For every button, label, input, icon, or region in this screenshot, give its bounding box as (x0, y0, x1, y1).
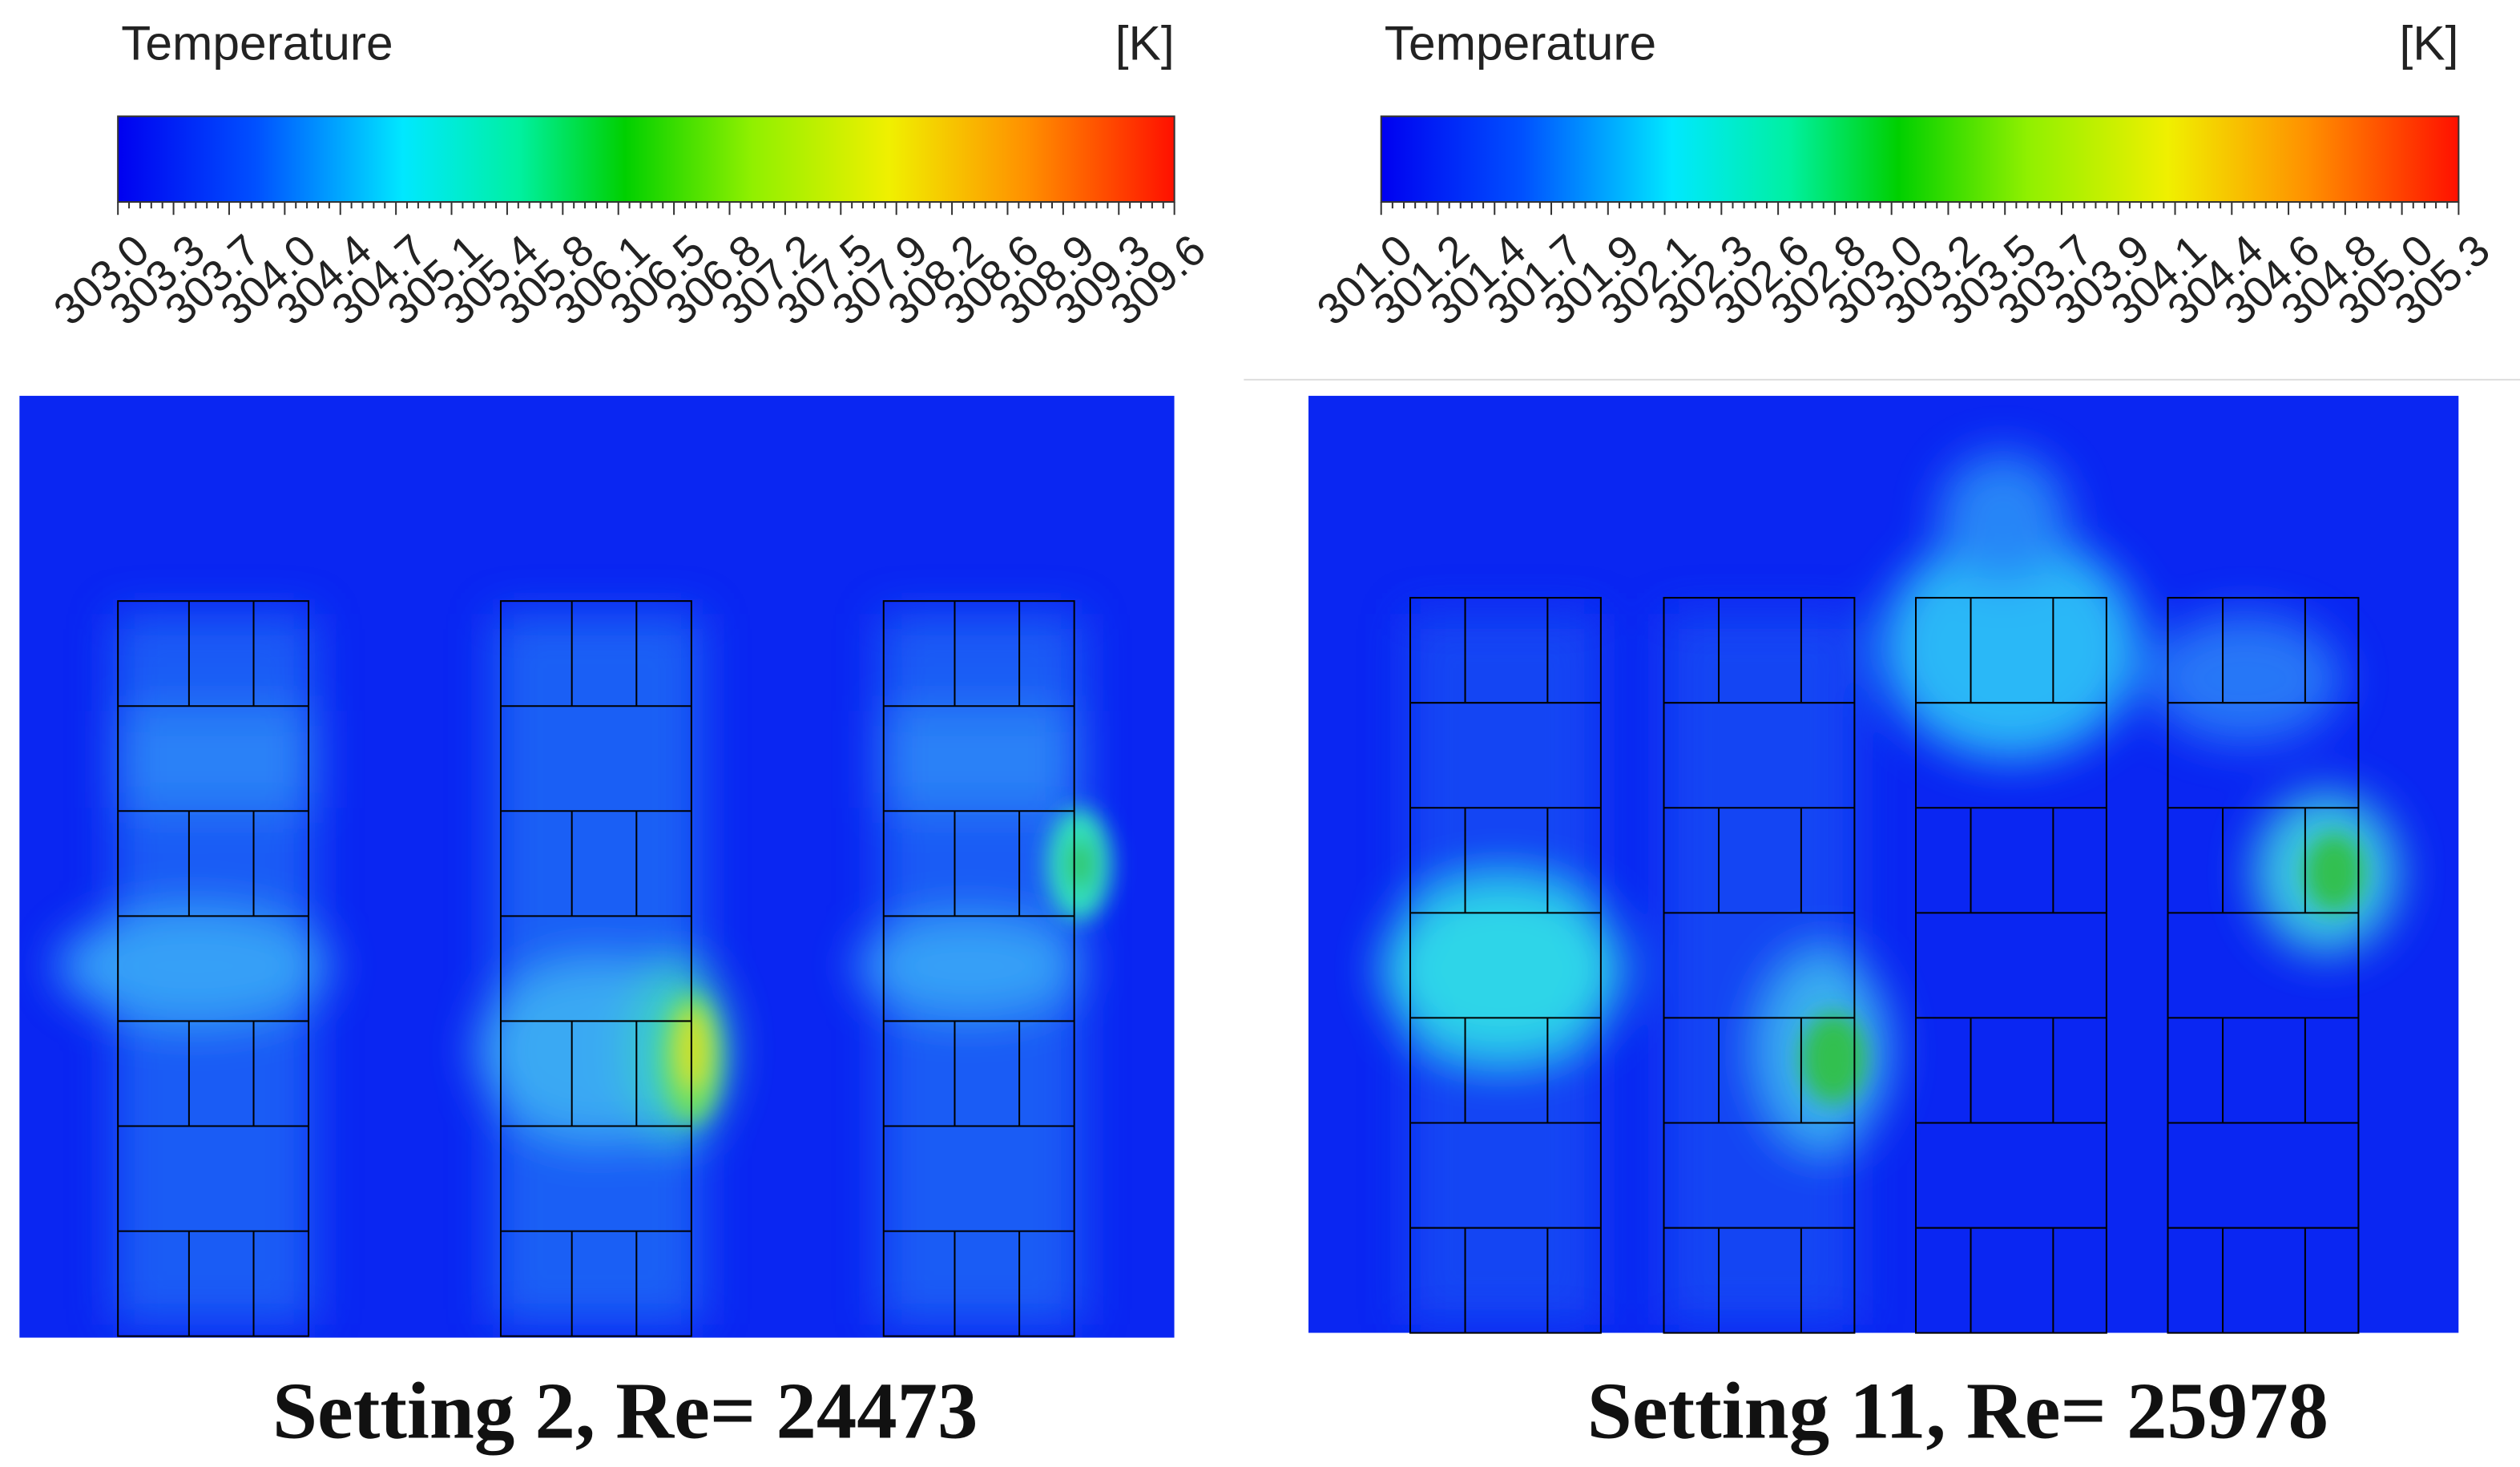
rack-outlines (117, 597, 2360, 1337)
caption: Setting 2, Re= 24473 (272, 1366, 978, 1456)
colorbar-title: Temperature (1385, 16, 1656, 71)
contour-plot (1308, 396, 2459, 1333)
rack (1914, 597, 2107, 1334)
rack (882, 600, 1075, 1337)
colorbar-title: Temperature (121, 16, 393, 71)
caption: Setting 11, Re= 25978 (1587, 1366, 2328, 1456)
rack (117, 600, 310, 1337)
contour-plot (19, 396, 1175, 1338)
colorbar-unit: [K] (1115, 16, 1175, 71)
rack (1409, 597, 1602, 1334)
rack (499, 600, 692, 1337)
rack (2167, 597, 2360, 1334)
colorbar (1380, 115, 2460, 204)
colorbar-unit: [K] (2399, 16, 2458, 71)
colorbar (117, 115, 1175, 204)
rack (1663, 597, 1856, 1334)
